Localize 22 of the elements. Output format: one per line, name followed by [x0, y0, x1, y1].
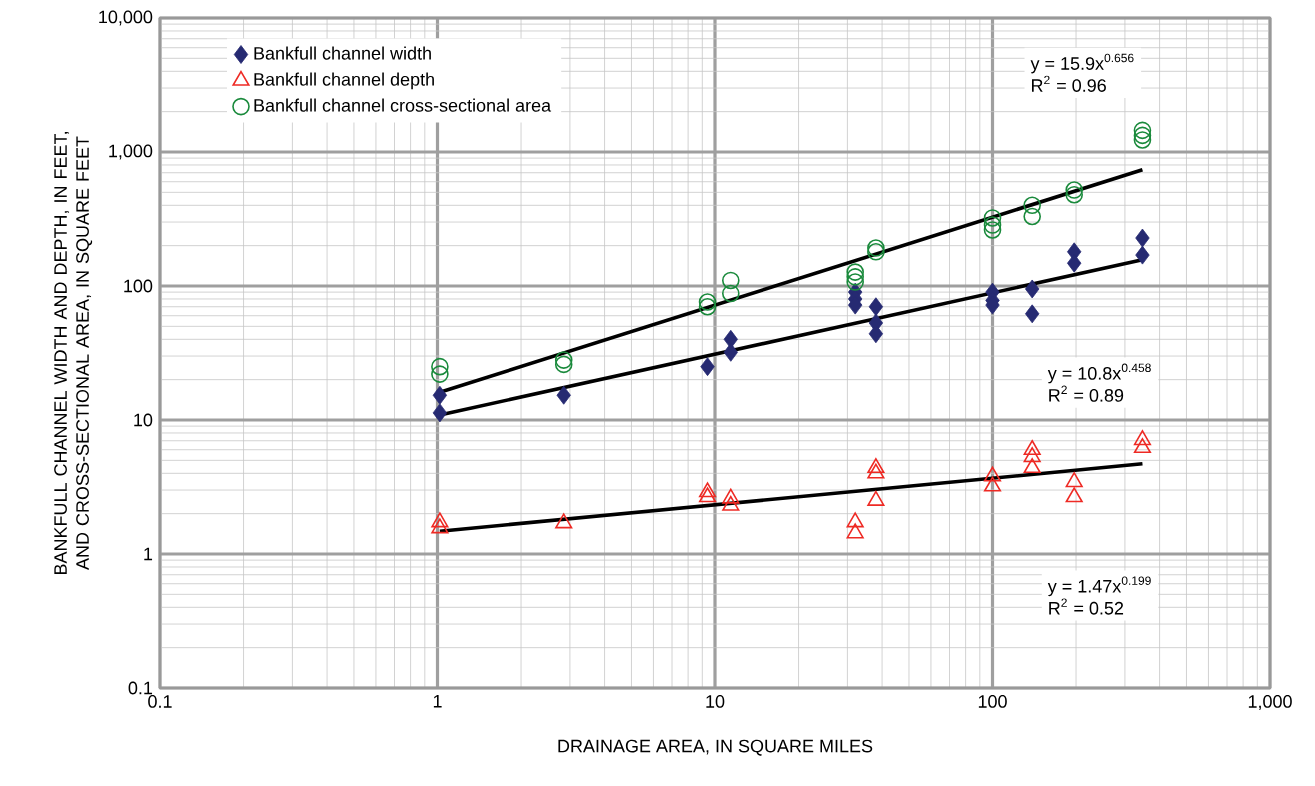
annotation: y = 15.9x$^{0.656}$ [1030, 53, 1134, 74]
x-tick-label: 1 [433, 695, 442, 708]
annotation: R$^{2}$ = 0.89 [1049, 385, 1124, 402]
x-tick-label: 0.1 [148, 695, 172, 708]
y-tick-label: 1,000 [109, 144, 153, 160]
legend-label: Bankfull channel width [254, 46, 431, 60]
y-tick-label: 10 [134, 413, 153, 427]
annotation: R$^{2}$ = 0.96 [1032, 75, 1106, 92]
x-tick-label: 1,000 [1248, 695, 1292, 710]
x-tick-label: 100 [978, 695, 1007, 708]
y-tick-label: 0.1 [128, 681, 153, 695]
x-tick-label: 10 [706, 695, 725, 708]
annotation: y = 10.8x$^{0.458}$ [1047, 363, 1151, 384]
y-tick-label: 1 [144, 547, 153, 561]
y-tick-label: 10,000 [99, 10, 153, 26]
x-axis-title: DRAINAGE AREA, IN SQUARE MILES [558, 739, 873, 756]
annotation: y = 1.47x$^{0.199}$ [1047, 576, 1151, 597]
annotation: R$^{2}$ = 0.52 [1049, 598, 1124, 615]
y-tick-label: 100 [124, 279, 153, 293]
legend-label: Bankfull channel cross-sectional area [254, 98, 552, 112]
y-axis-title: BANKFULL CHANNEL WIDTH AND DEPTH, IN FEET, AND CROSS-SECTIONAL AREA, IN SQUARE FEET [54, 132, 93, 575]
legend-label: Bankfull channel depth [254, 72, 434, 90]
